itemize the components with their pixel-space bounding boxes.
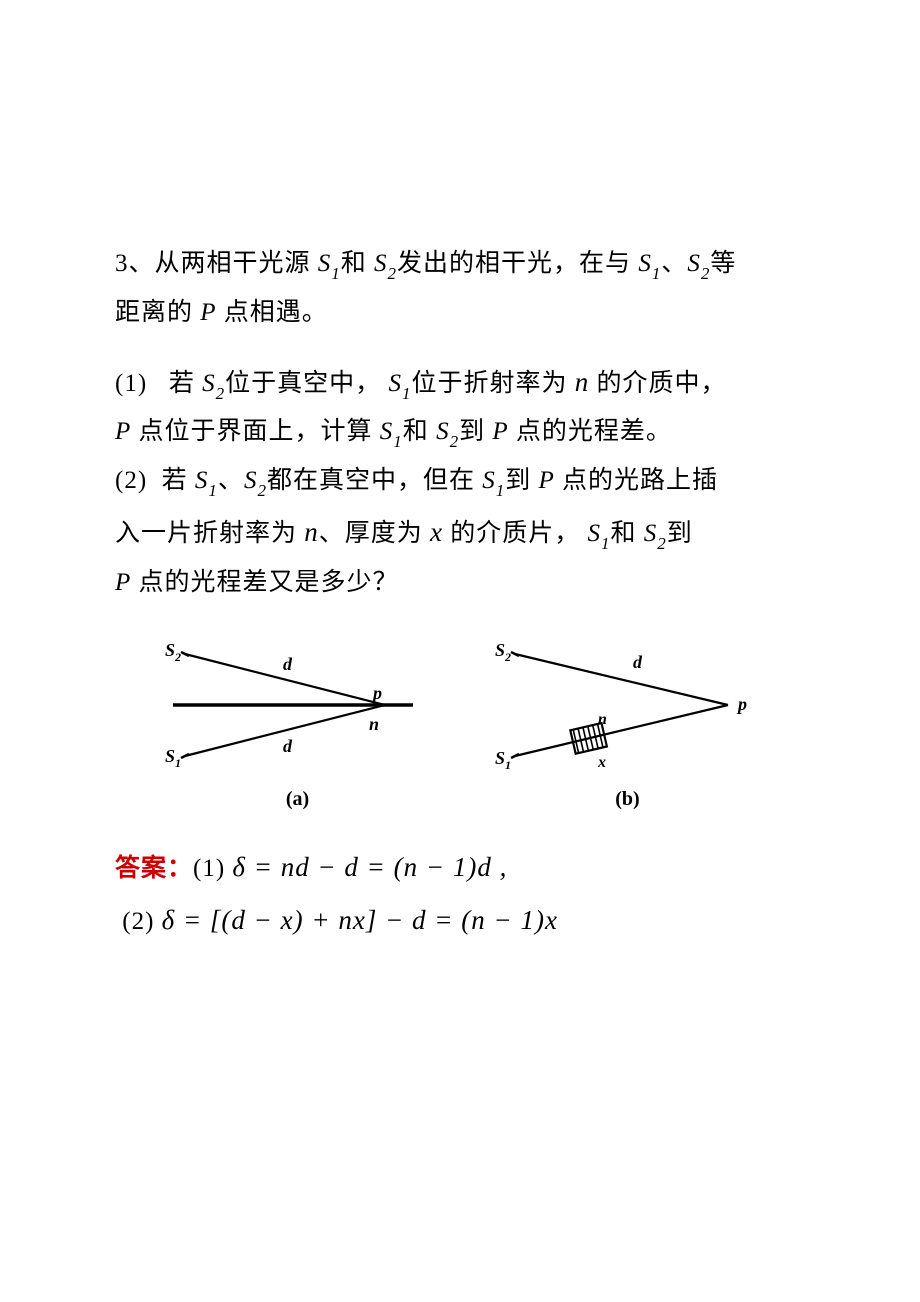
svg-text:S1: S1 [165,746,181,770]
svg-text:d: d [283,736,293,756]
problem-number: 3、 [115,250,155,277]
svg-text:S2: S2 [495,640,511,664]
svg-text:d: d [283,654,293,674]
svg-text:x: x [597,754,606,771]
svg-text:n: n [598,711,607,728]
svg-text:n: n [369,714,379,734]
answer-line1: 答案：(1) δ = nd − d = (n − 1)d , [115,841,810,894]
part2-line1: (2) 若 S1、S2都在真空中，但在 S1到 P 点的光路上插 [115,457,810,506]
problem-intro-line1: 3、从两相干光源 S1和 S2发出的相干光，在与 S1、S2等 [115,240,810,289]
figure-a-svg: S2 S1 d d p n [153,632,443,782]
figures-row: S2 S1 d d p n (a) [115,632,810,811]
figure-a: S2 S1 d d p n (a) [153,632,443,811]
svg-text:p: p [736,694,747,714]
part2-line3: P 点的光程差又是多少？ [115,559,810,608]
answer-1-math: δ = nd − d = (n − 1)d , [232,852,507,882]
answer-label: 答案： [115,855,193,882]
part1-line1: (1) 若 S2位于真空中， S1位于折射率为 n 的介质中， [115,356,810,409]
svg-text:S1: S1 [495,748,511,772]
problem-intro-line2: 距离的 P 点相遇。 [115,289,810,338]
part1-line2: P 点位于界面上，计算 S1和 S2到 P 点的光程差。 [115,408,810,457]
svg-text:d: d [633,652,643,672]
answer-line2: (2) δ = [(d − x) + nx] − d = (n − 1)x [115,894,810,947]
svg-text:S2: S2 [165,640,181,664]
figure-b-caption: (b) [615,788,639,811]
figure-a-caption: (a) [286,788,309,811]
figure-b-svg: S2 S1 d p n x [483,632,773,782]
figure-b: S2 S1 d p n x (b) [483,632,773,811]
svg-text:p: p [371,683,382,703]
part2-line2: 入一片折射率为 n、厚度为 x 的介质片， S1和 S2到 [115,506,810,559]
answer-2-math: δ = [(d − x) + nx] − d = (n − 1)x [162,905,558,935]
